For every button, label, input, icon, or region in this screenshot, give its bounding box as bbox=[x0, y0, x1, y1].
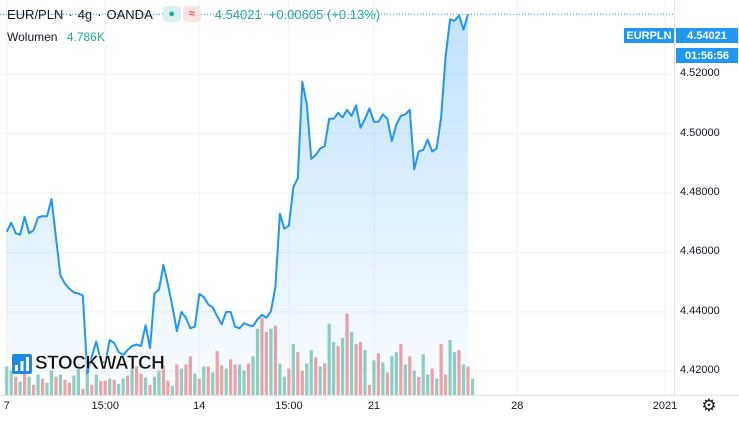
price-scale-divider bbox=[674, 0, 675, 395]
time-tick-label: 21 bbox=[367, 400, 381, 412]
market-status-icon[interactable]: ● bbox=[162, 6, 181, 22]
price-change: +0.00605 (+0.13%) bbox=[268, 6, 381, 22]
gear-icon[interactable]: ⚙ bbox=[701, 396, 717, 415]
volume-bar bbox=[470, 378, 475, 395]
time-tick-label: 14 bbox=[193, 400, 206, 412]
stockwatch-logo: STOCKWATCH bbox=[12, 352, 165, 376]
price-tick-label: 4.44000 bbox=[680, 304, 720, 317]
bar-chart-icon bbox=[12, 354, 32, 374]
price-tick-label: 4.50000 bbox=[680, 126, 720, 139]
chart-legend: EUR/PLN · 4g · OANDA ● ≈ 4.54021 +0.0060… bbox=[7, 5, 380, 23]
time-tick-label: 15:00 bbox=[91, 400, 119, 412]
symbol-badge: EURPLN bbox=[624, 28, 674, 43]
price-badge: 4.54021 bbox=[676, 28, 738, 43]
legend-separator: · bbox=[97, 6, 102, 22]
exchange-label: OANDA bbox=[106, 6, 153, 22]
volume-bar bbox=[466, 366, 470, 395]
price-tick-label: 4.42000 bbox=[680, 364, 720, 377]
price-tick-label: 4.48000 bbox=[680, 186, 720, 199]
symbol-name[interactable]: EUR/PLN bbox=[7, 6, 64, 22]
interval-label[interactable]: 4g bbox=[77, 6, 93, 22]
price-line bbox=[5, 13, 469, 375]
time-tick-label: 7 bbox=[3, 400, 10, 412]
watermark-text: STOCKWATCH bbox=[35, 353, 165, 375]
price-area-fill bbox=[6, 14, 468, 395]
volume-label[interactable]: Wolumen bbox=[7, 30, 58, 44]
volume-value: 4.786K bbox=[66, 30, 105, 44]
time-tick-label: 2021 bbox=[652, 400, 678, 412]
volume-bar bbox=[5, 366, 9, 395]
time-scale-divider bbox=[0, 395, 739, 396]
data-delay-icon[interactable]: ≈ bbox=[182, 6, 201, 22]
price-tick-label: 4.52000 bbox=[680, 67, 720, 80]
price-tick-label: 4.46000 bbox=[680, 245, 720, 258]
legend-separator: · bbox=[68, 6, 73, 22]
last-price: 4.54021 bbox=[214, 6, 262, 22]
volume-legend: Wolumen 4.786K bbox=[7, 30, 105, 44]
time-tick-label: 15:00 bbox=[275, 400, 303, 412]
countdown-badge: 01:56:56 bbox=[676, 48, 738, 63]
time-tick-label: 28 bbox=[511, 400, 524, 412]
